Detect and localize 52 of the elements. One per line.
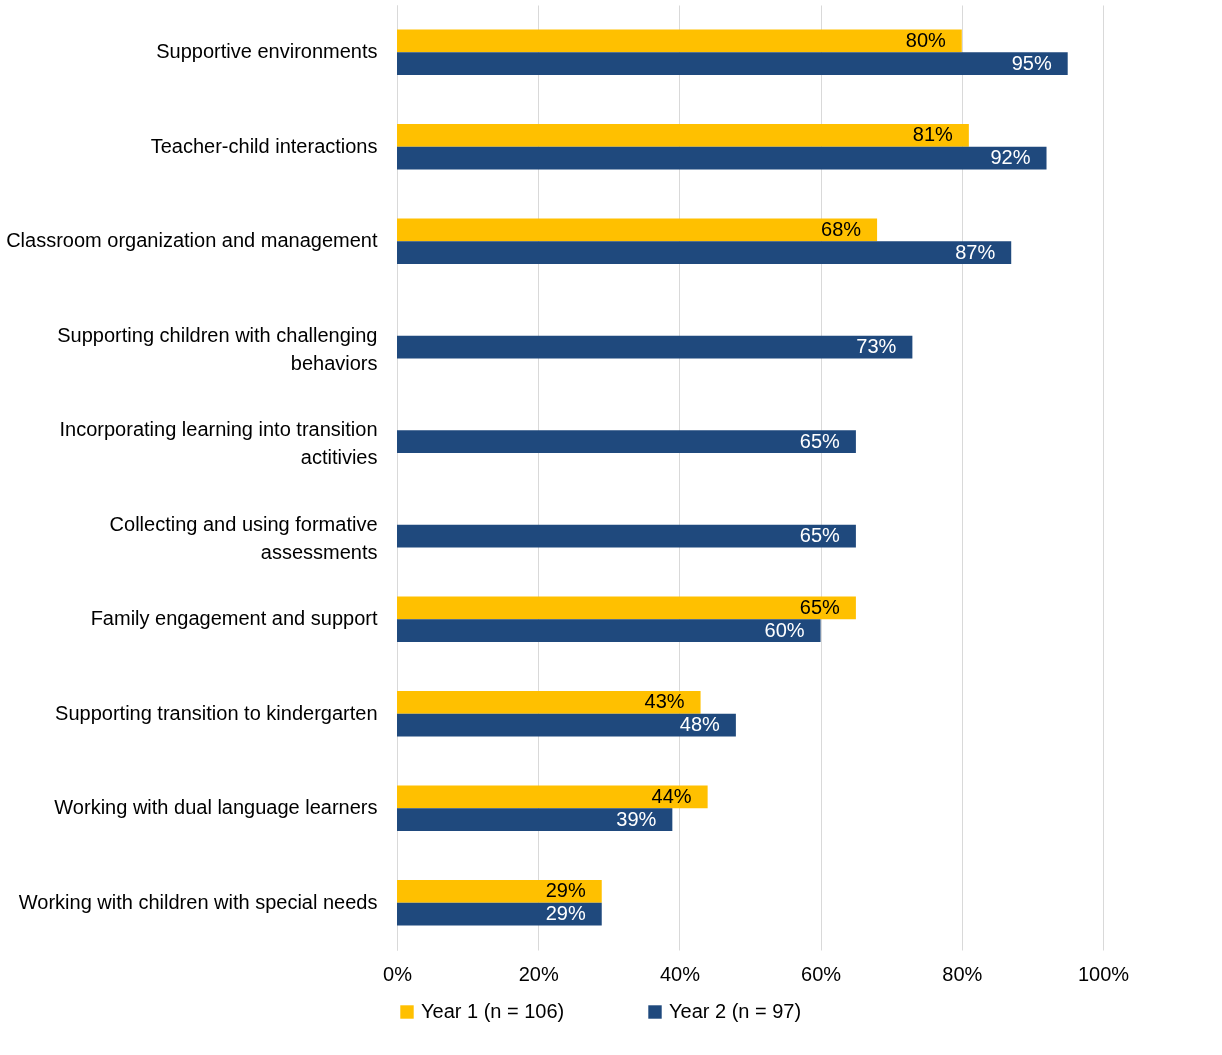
bar [397,29,962,53]
data-label: 65% [799,429,841,452]
bar [397,52,1068,75]
data-label: 65% [799,595,841,618]
data-label: 80% [905,28,947,51]
data-label: 92% [990,146,1031,169]
x-tick-label: 40% [659,962,701,985]
y-tick-label: Working with children with special needs [18,890,378,913]
bar [397,218,878,242]
bar [397,880,602,903]
y-tick-label: Supporting transition to kindergarten [55,701,378,724]
bar [397,713,736,737]
bar [397,808,673,831]
legend-label: Year 2 (n = 97) [669,1000,802,1022]
y-tick-label: Classroom organization and management [6,229,378,252]
data-label: 60% [764,618,805,641]
bar [397,619,821,642]
data-label: 43% [644,690,685,713]
bar [397,146,1047,170]
data-label: 68% [821,217,862,240]
y-tick-label: Working with dual language learners [54,796,378,819]
data-label: 39% [616,807,657,830]
y-tick-label: Supportive environments [156,40,378,63]
x-tick-label: 60% [801,962,842,985]
bar [397,124,969,147]
data-label: 87% [955,240,996,263]
data-label: 29% [545,902,586,925]
x-tick-label: 100% [1077,962,1130,985]
y-tick-label: Family engagement and support [90,607,378,630]
data-label: 81% [912,123,954,146]
bar [397,902,602,926]
x-tick-label: 0% [383,962,413,985]
y-tick-label: Supporting children with challenging behaviors [57,323,378,374]
bar [397,241,1012,264]
data-label: 95% [1011,51,1052,74]
data-label: 73% [856,335,897,358]
bar [397,785,708,809]
legend-label: Year 1 (n = 106) [421,1000,565,1022]
y-tick-label: Incorporating learning into transition actitivies [59,418,378,469]
x-tick-label: 80% [942,962,983,985]
data-label: 29% [545,879,586,902]
data-label: 44% [651,784,692,807]
bar [397,691,701,714]
data-label: 48% [679,713,721,736]
bar [397,335,913,359]
bar [397,430,856,453]
data-label: 65% [799,524,841,547]
y-tick-label: Collecting and using formative assessments [109,512,378,563]
x-tick-label: 20% [518,962,559,985]
y-tick-label: Teacher-child interactions [150,134,378,157]
bar [397,524,856,548]
bar [397,596,856,620]
